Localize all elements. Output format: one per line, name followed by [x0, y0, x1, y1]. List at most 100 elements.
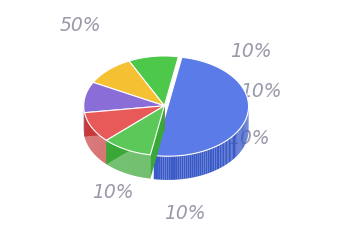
Polygon shape	[220, 144, 221, 168]
Polygon shape	[141, 154, 142, 177]
Polygon shape	[93, 61, 164, 106]
Polygon shape	[84, 106, 164, 136]
Polygon shape	[162, 156, 164, 180]
Polygon shape	[132, 151, 133, 175]
Polygon shape	[200, 152, 202, 176]
Polygon shape	[142, 154, 143, 178]
Polygon shape	[230, 137, 232, 162]
Polygon shape	[143, 154, 144, 178]
Polygon shape	[133, 152, 134, 175]
Polygon shape	[117, 146, 118, 170]
Polygon shape	[124, 149, 125, 173]
Polygon shape	[175, 156, 177, 180]
Polygon shape	[226, 140, 227, 165]
Polygon shape	[158, 156, 160, 180]
Polygon shape	[122, 148, 123, 172]
Polygon shape	[211, 148, 213, 172]
Polygon shape	[167, 156, 169, 180]
Polygon shape	[239, 128, 240, 153]
Polygon shape	[233, 135, 234, 160]
Polygon shape	[205, 150, 208, 174]
Polygon shape	[139, 153, 140, 177]
Polygon shape	[126, 150, 127, 174]
Polygon shape	[215, 146, 216, 171]
Polygon shape	[149, 155, 150, 179]
Polygon shape	[202, 151, 204, 175]
Polygon shape	[118, 147, 119, 171]
Polygon shape	[177, 156, 179, 180]
Polygon shape	[150, 106, 164, 179]
Polygon shape	[84, 106, 164, 140]
Polygon shape	[138, 153, 139, 177]
Polygon shape	[121, 148, 122, 172]
Polygon shape	[213, 147, 215, 171]
Polygon shape	[154, 156, 156, 179]
Polygon shape	[235, 133, 236, 158]
Polygon shape	[125, 149, 126, 173]
Polygon shape	[221, 143, 223, 168]
Polygon shape	[171, 156, 173, 180]
Polygon shape	[236, 132, 237, 156]
Polygon shape	[129, 56, 178, 106]
Polygon shape	[144, 154, 145, 178]
Polygon shape	[224, 141, 226, 166]
Polygon shape	[246, 117, 247, 142]
Polygon shape	[241, 126, 242, 151]
Text: 50%: 50%	[59, 16, 101, 35]
Polygon shape	[240, 127, 241, 152]
Polygon shape	[216, 145, 218, 170]
Polygon shape	[84, 106, 164, 136]
Polygon shape	[192, 154, 194, 178]
Polygon shape	[134, 152, 135, 176]
Polygon shape	[227, 139, 229, 164]
Polygon shape	[84, 82, 164, 113]
Polygon shape	[190, 154, 192, 178]
Polygon shape	[184, 155, 186, 179]
Polygon shape	[145, 154, 146, 178]
Text: 10%: 10%	[230, 42, 272, 61]
Polygon shape	[179, 156, 181, 180]
Polygon shape	[186, 155, 188, 179]
Polygon shape	[204, 150, 205, 175]
Polygon shape	[209, 149, 211, 173]
Polygon shape	[147, 155, 148, 178]
Polygon shape	[136, 152, 137, 176]
Polygon shape	[237, 131, 238, 155]
Polygon shape	[148, 155, 149, 178]
Polygon shape	[218, 144, 220, 169]
Polygon shape	[198, 152, 200, 176]
Polygon shape	[242, 125, 243, 150]
Polygon shape	[208, 149, 209, 174]
Polygon shape	[106, 106, 164, 164]
Polygon shape	[164, 156, 167, 180]
Polygon shape	[127, 150, 128, 174]
Polygon shape	[130, 151, 131, 175]
Polygon shape	[120, 148, 121, 171]
Polygon shape	[140, 153, 141, 177]
Polygon shape	[160, 156, 162, 180]
Polygon shape	[156, 156, 158, 180]
Polygon shape	[243, 123, 244, 148]
Text: 10%: 10%	[228, 129, 269, 149]
Polygon shape	[238, 129, 239, 154]
Polygon shape	[173, 156, 175, 180]
Polygon shape	[106, 106, 164, 164]
Polygon shape	[194, 153, 196, 177]
Polygon shape	[154, 106, 168, 179]
Polygon shape	[129, 151, 130, 174]
Polygon shape	[232, 136, 233, 161]
Polygon shape	[188, 154, 190, 178]
Text: 10%: 10%	[93, 183, 134, 202]
Polygon shape	[245, 120, 246, 144]
Polygon shape	[123, 149, 124, 173]
Polygon shape	[146, 154, 147, 178]
Polygon shape	[137, 153, 138, 176]
Polygon shape	[119, 147, 120, 171]
Text: 10%: 10%	[164, 204, 205, 223]
Text: 10%: 10%	[240, 82, 281, 101]
Polygon shape	[234, 134, 235, 159]
Polygon shape	[229, 138, 230, 163]
Polygon shape	[169, 156, 171, 180]
Polygon shape	[131, 151, 132, 175]
Polygon shape	[181, 155, 184, 179]
